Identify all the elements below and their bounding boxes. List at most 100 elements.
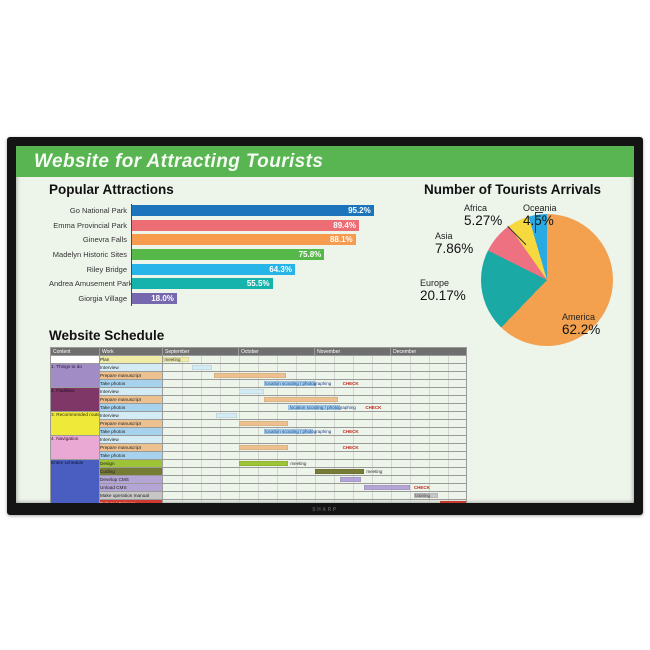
- schedule-work-cell: Design: [99, 459, 163, 468]
- schedule-work-cell: Take photos: [99, 451, 163, 460]
- pie-slice-label: Europe 20.17%: [420, 279, 466, 303]
- schedule-work-cell: Take photos: [99, 403, 163, 412]
- bar-fill: 88.1%: [131, 234, 356, 246]
- bar-row: Ginevra Falls 88.1%: [49, 232, 409, 247]
- gantt-bar: [216, 412, 238, 419]
- schedule-timeline-cell: [161, 499, 468, 503]
- schedule-timeline: [164, 388, 466, 395]
- tv-screen: Website for Attracting Tourists Popular …: [16, 146, 634, 503]
- pie-chart: [481, 214, 613, 346]
- pie-slice-percent: 4.5%: [523, 213, 554, 228]
- schedule-timeline-cell: location scouting / photographing CHECK: [161, 379, 468, 388]
- schedule-header-month: November: [314, 347, 392, 356]
- schedule-work-cell: Plan: [99, 355, 163, 364]
- schedule-work-cell: Develop CMS: [99, 475, 163, 484]
- schedule-header-month: September: [161, 347, 240, 356]
- bar-track: 89.4%: [131, 219, 393, 231]
- schedule-timeline: [164, 420, 466, 427]
- bar-chart-axis-line: [131, 204, 133, 306]
- schedule-timeline: CHECK: [164, 444, 466, 451]
- schedule-row: Plan meeting: [50, 355, 468, 364]
- schedule-group-cell: Entire schedule: [50, 459, 100, 503]
- bar-fill: 55.5%: [131, 278, 273, 290]
- schedule-header-row: Content Work September October November Decem…: [50, 347, 468, 356]
- check-label: CHECK: [365, 405, 382, 410]
- schedule-group-cell: 3. Recommended routes: [50, 411, 100, 436]
- bar-fill: 95.2%: [131, 204, 374, 216]
- bar-chart: Go National Park 95.2% Emma Provincial Par…: [49, 203, 409, 306]
- schedule-work-cell: Make operation manual: [99, 491, 163, 500]
- pie-slice-name: Europe: [420, 278, 450, 288]
- check-label: CHECK: [342, 445, 359, 450]
- gantt-after-label: meeting: [366, 469, 383, 474]
- gantt-bar: [440, 500, 466, 503]
- gantt-bar-label: training: [415, 492, 431, 498]
- gantt-bar: [263, 396, 338, 403]
- schedule-row: Deliver / Release: [51, 499, 468, 503]
- bar-track: 55.5%: [131, 278, 393, 290]
- schedule-row: Prepare manuscript: [51, 395, 468, 404]
- schedule-header-month: October: [238, 347, 316, 356]
- schedule-timeline-cell: [161, 387, 468, 396]
- gantt-after-label: meeting: [290, 461, 307, 466]
- oceania-callout-line: [535, 212, 537, 233]
- schedule-table: Content Work September October November Decem…: [50, 347, 468, 503]
- schedule-header: Content Work September October November Decem…: [50, 347, 468, 356]
- schedule-row: 1. Things to do Interview: [50, 363, 468, 388]
- pie-slice-name: Oceania: [523, 203, 557, 213]
- pie-slice-label: America 62.2%: [562, 313, 600, 337]
- schedule-row: 4. Navigation Interview: [50, 435, 468, 460]
- schedule-header-month: December: [390, 347, 468, 356]
- schedule-timeline: [164, 437, 466, 443]
- schedule-timeline-cell: [161, 435, 468, 444]
- bar-value-label: 64.3%: [269, 264, 292, 274]
- schedule-timeline-cell: CHECK: [161, 483, 468, 492]
- gantt-bar-label: location scouting / photographing: [265, 380, 332, 386]
- tv-bezel: Website for Attracting Tourists Popular …: [7, 137, 643, 515]
- bar-row: Giorgia Village 18.0%: [49, 291, 409, 306]
- schedule-work-cell: Interview: [99, 387, 163, 396]
- pie-slice-percent: 20.17%: [420, 288, 466, 303]
- pie-slice-name: Asia: [435, 231, 453, 241]
- bar-fill: 64.3%: [131, 263, 295, 275]
- schedule-timeline-cell: [161, 451, 468, 460]
- pie-slice-label: Oceania 4.5%: [523, 204, 557, 228]
- schedule-timeline: location scouting / photographing CHECK: [164, 380, 466, 387]
- bar-category-label: Ginevra Falls: [82, 235, 127, 245]
- oceania-callout-line: [535, 212, 543, 214]
- gantt-bar: location scouting / photographing: [263, 380, 331, 387]
- schedule-row: Take photos: [51, 451, 468, 460]
- check-label: CHECK: [342, 381, 359, 386]
- schedule-group-cell: 1. Things to do: [50, 363, 100, 388]
- check-label: CHECK: [342, 429, 359, 434]
- schedule-timeline: meeting: [164, 460, 466, 467]
- schedule-body: Plan meeting 1. Things to do Interview Prepa…: [50, 355, 468, 503]
- bar-track: 95.2%: [131, 204, 393, 216]
- schedule-work-cell: Prepare manuscript: [99, 395, 163, 404]
- bar-row: Go National Park 95.2%: [49, 203, 409, 218]
- schedule-timeline-cell: CHECK: [161, 443, 468, 452]
- schedule-row: Prepare manuscript: [51, 419, 468, 428]
- bar-row: Riley Bridge 64.3%: [49, 262, 409, 277]
- schedule-work-cell: Take photos: [99, 427, 163, 436]
- bar-category-label: Riley Bridge: [86, 264, 127, 274]
- schedule-row: Entire schedule Design meeting: [50, 459, 468, 503]
- gantt-bar: [191, 364, 213, 371]
- schedule-timeline: [164, 500, 466, 503]
- gantt-bar: training: [413, 492, 439, 499]
- bar-category-label: Madelyn Historic Sites: [52, 249, 127, 259]
- pie-chart-title: Number of Tourists Arrivals: [424, 182, 602, 197]
- bar-row: Andrea Amusement Park 55.5%: [49, 276, 409, 291]
- bar-value-label: 95.2%: [348, 205, 371, 215]
- pie-slice-label: Africa 5.27%: [464, 204, 502, 228]
- schedule-timeline-cell: [161, 411, 468, 420]
- bar-fill: 89.4%: [131, 219, 359, 231]
- gantt-bar: [339, 476, 361, 483]
- schedule-header-work: Work: [99, 347, 163, 356]
- page-title: Website for Attracting Tourists: [34, 151, 324, 172]
- schedule-row: 2. Facilities Interview: [50, 387, 468, 412]
- gantt-bar: [239, 444, 289, 451]
- schedule-header-content: Content: [50, 347, 100, 356]
- schedule-timeline-cell: location scouting / photographing CHECK: [161, 427, 468, 436]
